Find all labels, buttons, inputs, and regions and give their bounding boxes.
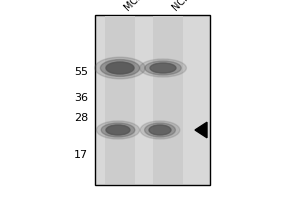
- Bar: [95, 15, 210, 185]
- Ellipse shape: [140, 59, 186, 77]
- Ellipse shape: [149, 125, 171, 135]
- Ellipse shape: [106, 125, 130, 135]
- Ellipse shape: [100, 60, 140, 76]
- Text: NCI-H292: NCI-H292: [170, 0, 210, 12]
- Text: 36: 36: [74, 93, 88, 103]
- Ellipse shape: [145, 123, 176, 137]
- Ellipse shape: [95, 57, 145, 79]
- Bar: [105, 16, 135, 184]
- Text: 17: 17: [74, 150, 88, 160]
- Ellipse shape: [140, 121, 180, 139]
- Bar: [153, 16, 183, 184]
- Polygon shape: [195, 122, 207, 138]
- Ellipse shape: [106, 62, 134, 74]
- Ellipse shape: [150, 63, 176, 73]
- Ellipse shape: [96, 121, 140, 139]
- Text: 55: 55: [74, 67, 88, 77]
- Ellipse shape: [101, 123, 135, 137]
- Text: MCF-7: MCF-7: [122, 0, 151, 12]
- Ellipse shape: [145, 61, 181, 75]
- Text: 28: 28: [74, 113, 88, 123]
